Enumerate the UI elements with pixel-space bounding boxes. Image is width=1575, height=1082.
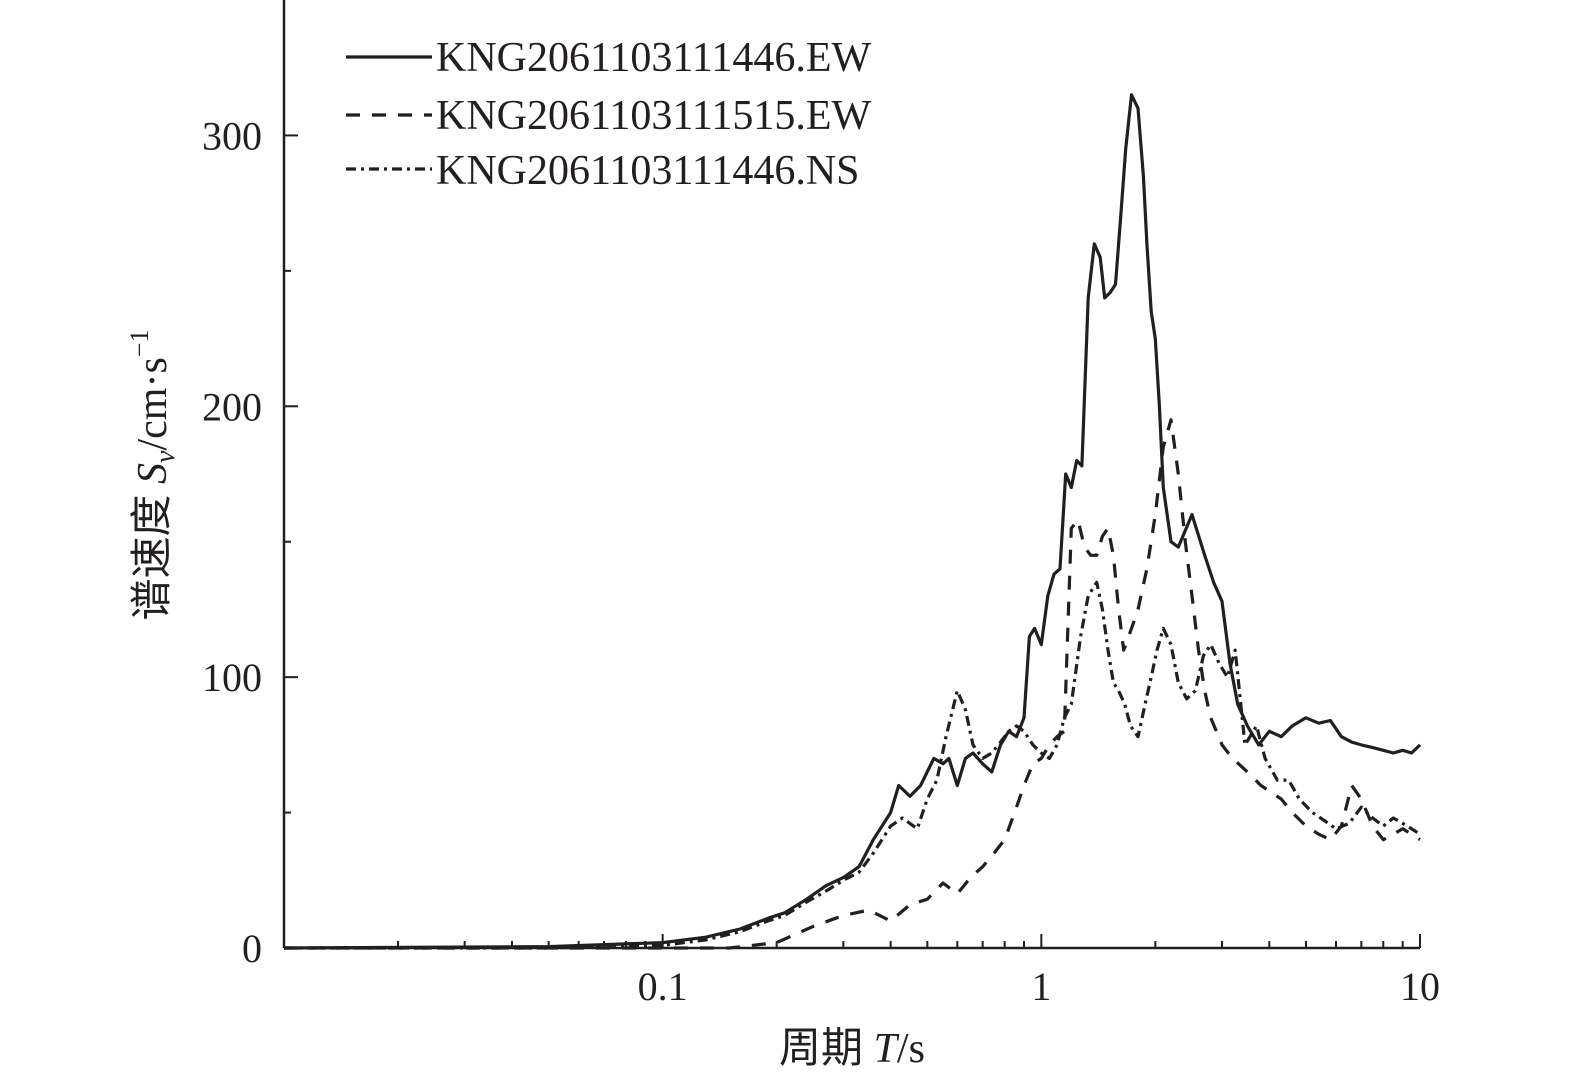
x-tick-label: 1 bbox=[1031, 964, 1051, 1009]
legend-label-series-1: KNG2061103111446.EW bbox=[436, 35, 871, 81]
series-line-3 bbox=[284, 580, 1421, 950]
y-tick-label: 100 bbox=[202, 655, 262, 700]
series-line-1 bbox=[283, 93, 1422, 950]
axes bbox=[282, 0, 1420, 950]
legend-label-series-3: KNG2061103111446.NS bbox=[436, 148, 860, 194]
legend-label-series-2: KNG2061103111515.EW bbox=[436, 93, 871, 139]
x-tick-label: 10 bbox=[1400, 964, 1440, 1009]
y-tick-label: 300 bbox=[202, 113, 262, 158]
y-tick-label: 200 bbox=[202, 384, 262, 429]
series-layer bbox=[283, 93, 1422, 950]
series-line-2 bbox=[284, 418, 1421, 950]
legend: KNG2061103111446.EW KNG2061103111515.EW … bbox=[346, 35, 871, 194]
y-axis-label: 谱速度 Sv/cm·s−1 bbox=[125, 330, 181, 621]
x-tick-label: 0.1 bbox=[638, 964, 688, 1009]
ticks bbox=[284, 134, 1421, 949]
x-axis-label: 周期 T/s bbox=[779, 1026, 925, 1072]
y-tick-label: 0 bbox=[242, 926, 262, 971]
